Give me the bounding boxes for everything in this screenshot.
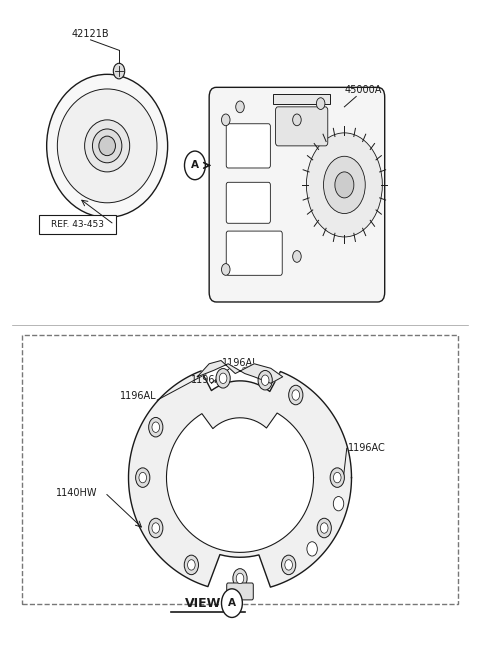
Text: 45000A: 45000A: [345, 85, 382, 95]
Circle shape: [258, 371, 272, 390]
FancyBboxPatch shape: [39, 215, 116, 234]
Circle shape: [321, 523, 328, 533]
Circle shape: [236, 573, 244, 584]
Circle shape: [149, 518, 163, 538]
Text: 1196AC: 1196AC: [348, 443, 386, 453]
Text: 1140HW: 1140HW: [56, 487, 97, 497]
Circle shape: [113, 63, 125, 79]
Circle shape: [221, 114, 230, 126]
Ellipse shape: [93, 129, 122, 163]
Text: 1196AL: 1196AL: [222, 358, 258, 368]
Circle shape: [335, 172, 354, 198]
Circle shape: [317, 518, 331, 538]
Circle shape: [262, 375, 269, 386]
Bar: [22, 335, 458, 604]
Circle shape: [233, 569, 247, 588]
FancyBboxPatch shape: [209, 87, 384, 302]
Text: REF. 43-453: REF. 43-453: [51, 220, 104, 229]
Circle shape: [152, 523, 159, 533]
Circle shape: [288, 385, 303, 405]
Circle shape: [285, 560, 292, 570]
FancyBboxPatch shape: [226, 231, 282, 276]
Circle shape: [334, 472, 341, 483]
FancyBboxPatch shape: [226, 124, 270, 168]
Circle shape: [184, 555, 199, 575]
Circle shape: [307, 542, 317, 556]
Circle shape: [306, 133, 383, 237]
Circle shape: [149, 417, 163, 437]
Circle shape: [139, 472, 146, 483]
Circle shape: [184, 151, 205, 180]
FancyBboxPatch shape: [276, 107, 328, 146]
FancyBboxPatch shape: [226, 182, 270, 223]
Circle shape: [324, 156, 365, 213]
Bar: [273, 94, 330, 104]
Circle shape: [293, 114, 301, 126]
Ellipse shape: [57, 89, 157, 203]
FancyBboxPatch shape: [227, 583, 253, 600]
Circle shape: [236, 101, 244, 113]
Circle shape: [136, 468, 150, 487]
Circle shape: [316, 98, 325, 110]
Text: VIEW: VIEW: [185, 597, 221, 609]
Circle shape: [188, 560, 195, 570]
Text: 1196AL: 1196AL: [191, 375, 228, 384]
Circle shape: [221, 589, 242, 617]
Circle shape: [281, 555, 296, 575]
Circle shape: [152, 422, 159, 432]
Text: A: A: [228, 598, 236, 608]
Polygon shape: [197, 361, 283, 383]
Circle shape: [221, 264, 230, 276]
Text: A: A: [191, 160, 199, 171]
Circle shape: [330, 468, 344, 487]
Text: 1196AL: 1196AL: [120, 391, 156, 401]
Circle shape: [219, 373, 227, 384]
Ellipse shape: [47, 74, 168, 217]
Circle shape: [216, 369, 230, 388]
Ellipse shape: [84, 120, 130, 172]
Circle shape: [333, 497, 344, 511]
Circle shape: [292, 390, 300, 400]
Ellipse shape: [99, 136, 116, 155]
Polygon shape: [167, 413, 313, 552]
Circle shape: [293, 251, 301, 262]
Text: 42121B: 42121B: [72, 29, 109, 39]
Polygon shape: [129, 371, 351, 587]
